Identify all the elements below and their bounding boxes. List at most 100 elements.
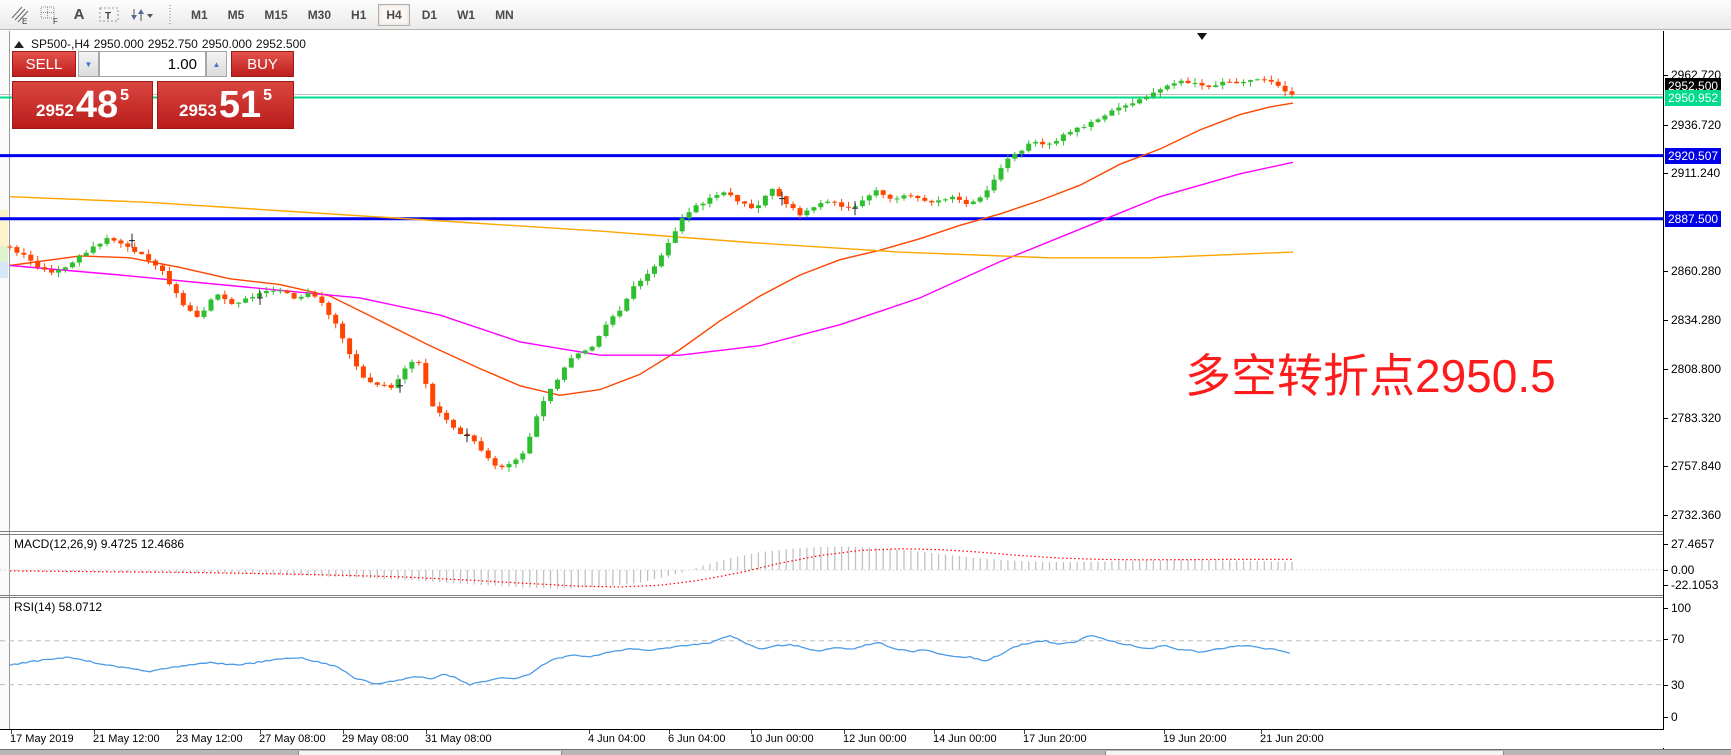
price-level-label-grn: 2950.952	[1665, 90, 1722, 106]
time-tick-mark	[426, 730, 427, 734]
buy-button[interactable]: BUY	[231, 51, 294, 77]
buy-price-prefix: 2953	[178, 101, 217, 120]
panel-separator[interactable]	[0, 597, 1731, 598]
volume-decrease-button[interactable]: ▼	[78, 51, 99, 77]
time-tick-label: 19 Jun 20:00	[1163, 733, 1227, 745]
left-window-edge	[0, 31, 10, 748]
time-tick-label: 6 Jun 04:00	[668, 733, 726, 745]
timeframe-h4-button[interactable]: H4	[378, 3, 410, 26]
text-a-icon[interactable]: A	[66, 3, 92, 27]
timeframe-m30-button[interactable]: M30	[300, 4, 339, 26]
grid-f-icon[interactable]: F	[36, 3, 62, 27]
chart-title: SP500-,H4 2950.000 2952.750 2950.000 2952.50…	[14, 37, 310, 51]
time-tick-label: 21 May 12:00	[93, 733, 160, 745]
time-tick-mark	[94, 730, 95, 734]
svg-text:E: E	[22, 17, 27, 25]
time-tick-mark	[1024, 730, 1025, 734]
panel-separator[interactable]	[0, 534, 1731, 535]
collapse-arrow-icon[interactable]	[14, 41, 24, 48]
macd-label: MACD(12,26,9) 9.4725 12.4686	[14, 537, 185, 551]
svg-text:T: T	[105, 11, 111, 22]
rsi-panel-canvas[interactable]	[0, 598, 1663, 728]
price-tick-label: 2783.320	[1671, 411, 1722, 425]
price-tick-mark	[1664, 418, 1668, 419]
timeframe-m1-button[interactable]: M1	[183, 4, 216, 26]
time-tick-label: 31 May 08:00	[425, 733, 492, 745]
buy-price-display[interactable]: 2953 51 5	[157, 81, 294, 129]
macd-tick-label: -22.1053	[1671, 578, 1719, 592]
time-tick-mark	[844, 730, 845, 734]
time-tick-label: 14 Jun 00:00	[933, 733, 997, 745]
macd-tick-label: 0.00	[1671, 563, 1695, 577]
timeframe-d1-button[interactable]: D1	[414, 4, 445, 26]
time-tick-mark	[11, 730, 12, 734]
textbox-t-icon[interactable]: T	[96, 3, 122, 27]
ohlc-close: 2952.500	[255, 37, 306, 51]
time-axis[interactable]: 17 May 2019 21 May 12:00 23 May 12:00 27 Ma…	[0, 730, 1731, 748]
macd-tick-mark	[1664, 585, 1668, 586]
price-tick-mark	[1664, 515, 1668, 516]
time-tick-label: 17 May 2019	[10, 733, 74, 745]
rsi-tick-mark	[1664, 639, 1668, 640]
timeframe-w1-button[interactable]: W1	[449, 4, 483, 26]
sell-button[interactable]: SELL	[12, 51, 76, 77]
price-tick-mark	[1664, 271, 1668, 272]
price-tick-mark	[1664, 369, 1668, 370]
bottom-windows-edge	[0, 749, 1731, 755]
price-level-label-blu: 2887.500	[1665, 211, 1722, 227]
price-tick-label: 2911.240	[1671, 166, 1721, 180]
rsi-tick-label: 100	[1671, 601, 1692, 615]
sell-price-display[interactable]: 2952 48 5	[12, 81, 153, 129]
sell-price-sup: 5	[120, 87, 129, 104]
time-tick-mark	[1164, 730, 1165, 734]
rsi-tick-mark	[1664, 717, 1668, 718]
scroll-to-end-icon[interactable]	[1197, 33, 1207, 40]
time-tick-mark	[343, 730, 344, 734]
macd-panel-canvas[interactable]	[0, 535, 1663, 594]
price-axis[interactable]: 2962.720 2936.720 2911.240 2860.280 2834.280…	[1663, 31, 1731, 749]
time-tick-mark	[177, 730, 178, 734]
axis-divider	[0, 729, 1731, 730]
panel-separator[interactable]	[0, 531, 1731, 532]
panel-separator[interactable]	[0, 595, 1731, 596]
ohlc-high: 2952.750	[147, 37, 198, 51]
toolbar-grip[interactable]	[167, 4, 173, 25]
time-tick-label: 17 Jun 20:00	[1023, 733, 1087, 745]
timeframe-mn-button[interactable]: MN	[487, 4, 522, 26]
price-tick-label: 2936.720	[1671, 118, 1722, 132]
rsi-tick-label: 70	[1671, 632, 1685, 646]
timeframe-m15-button[interactable]: M15	[256, 4, 295, 26]
buy-price-sup: 5	[263, 87, 272, 104]
macd-tick-mark	[1664, 544, 1668, 545]
rsi-label: RSI(14) 58.0712	[14, 600, 103, 614]
time-tick-mark	[1261, 730, 1262, 734]
price-tick-label: 2860.280	[1671, 264, 1722, 278]
time-tick-label: 12 Jun 00:00	[843, 733, 907, 745]
sell-price-big: 48	[75, 84, 119, 126]
time-tick-label: 27 May 08:00	[259, 733, 326, 745]
sell-price-prefix: 2952	[35, 101, 74, 120]
price-tick-mark	[1664, 75, 1668, 76]
time-tick-label: 21 Jun 20:00	[1260, 733, 1324, 745]
time-tick-mark	[934, 730, 935, 734]
rsi-tick-label: 30	[1671, 678, 1685, 692]
price-tick-mark	[1664, 466, 1668, 467]
volume-increase-button[interactable]: ▲	[206, 51, 227, 77]
sort-arrows-icon[interactable]	[126, 3, 155, 27]
volume-input[interactable]	[99, 51, 206, 77]
macd-tick-mark	[1664, 570, 1668, 571]
buy-price-big: 51	[218, 84, 262, 126]
time-tick-label: 4 Jun 04:00	[588, 733, 646, 745]
crosshatch-e-icon[interactable]: E	[6, 3, 32, 27]
chart-annotation: 多空转折点2950.5	[1185, 350, 1556, 402]
price-level-label-blu: 2920.507	[1665, 148, 1722, 164]
svg-text:F: F	[53, 17, 58, 25]
price-tick-label: 2732.360	[1671, 508, 1722, 522]
price-tick-label: 2808.800	[1671, 362, 1722, 376]
timeframe-h1-button[interactable]: H1	[343, 4, 374, 26]
price-tick-label: 2834.280	[1671, 313, 1722, 327]
timeframe-m5-button[interactable]: M5	[220, 4, 253, 26]
rsi-tick-mark	[1664, 608, 1668, 609]
